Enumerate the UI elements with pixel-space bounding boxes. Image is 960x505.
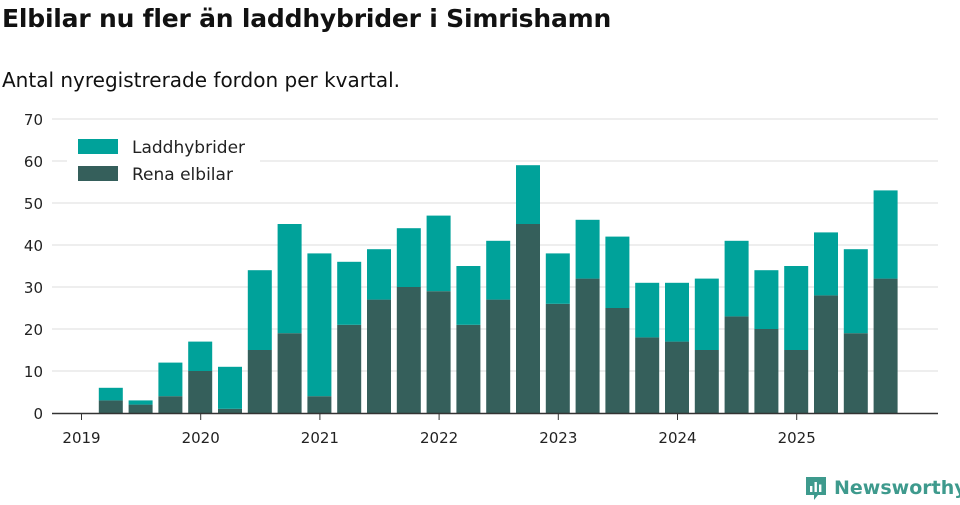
bar-elbilar-2024-q4: 2024 Q4 – Rena elbilar: 20 [754,329,779,413]
axes: 0 10 20 30 40 50 60 70 2019 2020 2021 2022 2023 2024 2… [24,111,938,447]
bar-elbilar-2022-q1: 2022 Q1 – Rena elbilar: 29 [426,291,451,413]
bar-laddhybrider-2019-q4: 2019 Q4 – Laddhybrider: 8 [158,362,183,397]
bar-elbilar-2021-q1: 2021 Q1 – Rena elbilar: 4 [307,396,332,413]
y-tick-label: 10 [24,363,43,381]
brand-name: Newsworthy [834,477,960,499]
bar-elbilar-2020-q3: 2020 Q3 – Rena elbilar: 15 [247,350,272,413]
bar-laddhybrider-2022-q4: 2022 Q4 – Laddhybrider: 14 [516,165,540,224]
bar-elbilar-2019-q3: 2019 Q3 – Rena elbilar: 2 [128,404,153,413]
bar-laddhybrider-2020-q4: 2020 Q4 – Laddhybrider: 26 [277,224,302,334]
bar-laddhybrider-2023-q4: 2023 Q4 – Laddhybrider: 13 [635,282,660,338]
bar-elbilar-2022-q2: 2022 Q2 – Rena elbilar: 21 [456,324,481,413]
bar-laddhybrider-2024-q4: 2024 Q4 – Laddhybrider: 14 [754,270,779,329]
bar-laddhybrider-2022-q1: 2022 Q1 – Laddhybrider: 18 [426,215,451,292]
bar-elbilar-2021-q3: 2021 Q3 – Rena elbilar: 27 [367,299,391,413]
x-tick-label: 2024 [658,429,696,447]
bar-elbilar-2022-q3: 2022 Q3 – Rena elbilar: 27 [486,299,511,413]
bar-elbilar-2024-q3: 2024 Q3 – Rena elbilar: 23 [724,316,749,413]
legend-label-laddhybrider: Laddhybrider [132,138,245,158]
bar-laddhybrider-2019-q3: 2019 Q3 – Laddhybrider: 1 [128,400,153,405]
bar-elbilar-2020-q4: 2020 Q4 – Rena elbilar: 19 [277,333,302,413]
chart-title: Elbilar nu fler än laddhybrider i Simris… [2,4,612,33]
bar-laddhybrider-2025-q4: 2025 Q4 – Laddhybrider: 21 [873,190,898,279]
bar-elbilar-2021-q4: 2021 Q4 – Rena elbilar: 30 [396,287,421,413]
bar-laddhybrider-2024-q2: 2024 Q2 – Laddhybrider: 17 [694,278,719,350]
bar-elbilar-2022-q4: 2022 Q4 – Rena elbilar: 45 [516,224,540,413]
bar-laddhybrider-2020-q2: 2020 Q2 – Laddhybrider: 10 [218,366,242,409]
legend-label-elbilar: Rena elbilar [132,165,233,185]
legend: Laddhybrider Rena elbilar [67,132,260,190]
bar-elbilar-2024-q2: 2024 Q2 – Rena elbilar: 15 [694,350,719,413]
bar-elbilar-2023-q1: 2023 Q1 – Rena elbilar: 26 [545,303,570,413]
bar-laddhybrider-2021-q2: 2021 Q2 – Laddhybrider: 15 [337,261,362,325]
bar-elbilar-2025-q3: 2025 Q3 – Rena elbilar: 19 [843,333,868,413]
y-tick-label: 50 [24,195,43,213]
bar-laddhybrider-2021-q4: 2021 Q4 – Laddhybrider: 14 [396,228,421,287]
bar-laddhybrider-2023-q2: 2023 Q2 – Laddhybrider: 14 [575,219,600,279]
x-tick-label: 2021 [301,429,339,447]
x-tick-label: 2020 [182,429,220,447]
bar-laddhybrider-2023-q1: 2023 Q1 – Laddhybrider: 12 [545,253,570,304]
bar-elbilar-2019-q4: 2019 Q4 – Rena elbilar: 4 [158,396,183,413]
legend-swatch-laddhybrider [78,139,118,154]
bar-laddhybrider-2021-q1: 2021 Q1 – Laddhybrider: 34 [307,253,332,397]
y-tick-label: 30 [24,279,43,297]
bar-elbilar-2025-q4: 2025 Q4 – Rena elbilar: 32 [873,278,898,413]
bar-laddhybrider-2021-q3: 2021 Q3 – Laddhybrider: 12 [367,249,391,300]
bar-elbilar-2023-q3: 2023 Q3 – Rena elbilar: 25 [605,308,630,413]
chart-subtitle: Antal nyregistrerade fordon per kvartal. [2,68,401,92]
bar-laddhybrider-2025-q1: 2025 Q1 – Laddhybrider: 20 [784,266,809,350]
bars: 2019 Q2 – Rena elbilar: 32019 Q2 – Laddh… [98,165,898,413]
bar-elbilar-2020-q1: 2020 Q1 – Rena elbilar: 10 [188,371,213,413]
bar-elbilar-2025-q2: 2025 Q2 – Rena elbilar: 28 [814,295,838,413]
y-tick-label: 70 [24,111,43,129]
x-tick-label: 2022 [420,429,458,447]
bar-laddhybrider-2020-q3: 2020 Q3 – Laddhybrider: 19 [247,270,272,350]
y-tick-label: 40 [24,237,43,255]
bar-laddhybrider-2025-q3: 2025 Q3 – Laddhybrider: 20 [843,249,868,334]
bar-elbilar-2019-q2: 2019 Q2 – Rena elbilar: 3 [98,400,123,413]
bar-elbilar-2024-q1: 2024 Q1 – Rena elbilar: 17 [665,341,689,413]
bar-elbilar-2023-q2: 2023 Q2 – Rena elbilar: 32 [575,278,600,413]
legend-swatch-elbilar [78,166,118,181]
x-tick-label: 2023 [539,429,577,447]
bar-laddhybrider-2019-q2: 2019 Q2 – Laddhybrider: 3 [98,387,123,401]
newsworthy-brand: Newsworthy [804,475,960,501]
x-tick-label: 2025 [778,429,816,447]
y-tick-label: 60 [24,153,43,171]
bar-laddhybrider-2023-q3: 2023 Q3 – Laddhybrider: 17 [605,236,630,308]
bar-elbilar-2023-q4: 2023 Q4 – Rena elbilar: 18 [635,337,660,413]
bar-laddhybrider-2022-q2: 2022 Q2 – Laddhybrider: 14 [456,266,481,325]
bar-laddhybrider-2022-q3: 2022 Q3 – Laddhybrider: 14 [486,240,511,300]
bar-laddhybrider-2025-q2: 2025 Q2 – Laddhybrider: 15 [814,232,838,296]
bar-elbilar-2020-q2: 2020 Q2 – Rena elbilar: 1 [218,408,242,413]
bar-elbilar-2021-q2: 2021 Q2 – Rena elbilar: 21 [337,324,362,413]
y-tick-label: 20 [24,321,43,339]
x-tick-label: 2019 [62,429,100,447]
bar-elbilar-2025-q1: 2025 Q1 – Rena elbilar: 15 [784,350,809,413]
y-tick-label: 0 [33,405,43,423]
bar-laddhybrider-2024-q3: 2024 Q3 – Laddhybrider: 18 [724,240,749,317]
newsworthy-logo-icon [806,477,826,500]
bar-laddhybrider-2020-q1: 2020 Q1 – Laddhybrider: 7 [188,341,213,371]
bar-laddhybrider-2024-q1: 2024 Q1 – Laddhybrider: 14 [665,282,689,342]
